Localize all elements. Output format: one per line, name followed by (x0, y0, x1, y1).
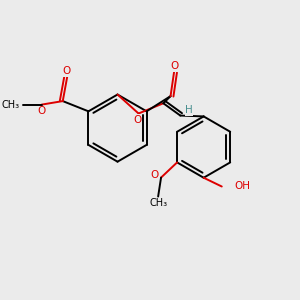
Text: O: O (170, 61, 179, 71)
Text: CH₃: CH₃ (149, 198, 167, 208)
Text: H: H (185, 105, 193, 115)
Text: O: O (62, 66, 71, 76)
Text: O: O (37, 106, 45, 116)
Text: O: O (134, 115, 142, 125)
Text: O: O (151, 170, 159, 180)
Text: OH: OH (234, 182, 250, 191)
Text: CH₃: CH₃ (2, 100, 20, 110)
